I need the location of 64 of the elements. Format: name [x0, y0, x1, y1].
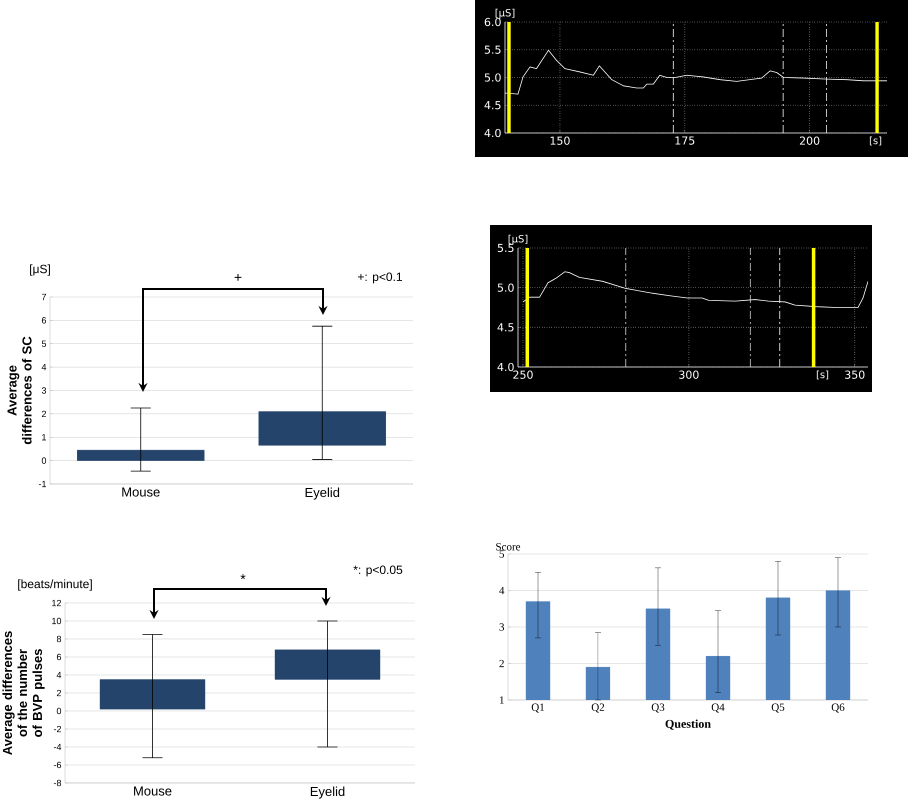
y-tick-label: -1 — [38, 480, 46, 488]
x-tick-label: 200 — [800, 136, 820, 145]
y-axis-title: Score — [496, 543, 520, 550]
x-tick-label: Eyelid — [306, 488, 340, 500]
x-tick-label: Q2 — [592, 704, 604, 713]
x-axis-title: [s] — [870, 136, 882, 146]
y-tick-label: 1 — [42, 434, 46, 440]
y-tick-label: 5.0 — [498, 284, 514, 292]
text: [beats/minute] — [18, 579, 92, 591]
y-tick-label: 8 — [56, 636, 62, 642]
y-tick-label: 12 — [52, 600, 62, 606]
y-tick-label: 1 — [500, 696, 504, 704]
y-tick-label: 6 — [56, 654, 62, 660]
y-tick-label: 5.5 — [484, 46, 501, 54]
text: *: p<0.05 — [353, 566, 402, 576]
x-tick-label: Q4 — [712, 704, 725, 713]
y-tick-label: 2 — [56, 690, 62, 696]
x-tick-label: Eyelid — [310, 786, 344, 799]
y-tick-label: 6 — [42, 317, 46, 324]
y-tick-label: 4.5 — [484, 101, 501, 110]
text: + — [234, 274, 242, 281]
x-tick-label: 175 — [675, 136, 694, 145]
y-tick-label: -4 — [54, 744, 62, 750]
y-tick-label: 10 — [52, 618, 62, 624]
x-axis-title: [s] — [816, 370, 828, 380]
y-tick-label: 0 — [42, 457, 46, 464]
y-tick-label: 5 — [42, 340, 46, 347]
x-tick-label: Q1 — [532, 704, 544, 713]
y-tick-label: 4 — [56, 672, 62, 678]
x-tick-label: 150 — [550, 136, 570, 145]
y-tick-label: 5.0 — [484, 73, 501, 82]
y-tick-label: 7 — [42, 294, 46, 300]
y-tick-label: -2 — [54, 726, 62, 732]
y-tick-label: 4.5 — [498, 323, 514, 332]
y-tick-label: 4 — [42, 364, 46, 370]
y-tick-label: 3 — [42, 387, 46, 394]
y-axis-title: [μS] — [496, 8, 514, 18]
y-tick-label: 6.0 — [484, 18, 501, 26]
y-tick-label: -8 — [54, 780, 62, 786]
text: * — [240, 574, 246, 580]
y-tick-label: 3 — [500, 623, 504, 631]
y-axis-title: Average differences of the number of BVP pulses — [2, 631, 45, 755]
x-tick-label: Mouse — [122, 488, 160, 497]
y-tick-label: 4 — [499, 586, 504, 594]
y-tick-label: 4.0 — [498, 362, 514, 372]
y-axis-title: [μS] — [508, 234, 528, 244]
text: [μS] — [30, 264, 50, 276]
y-axis-title: Average differences of SC — [8, 336, 32, 444]
y-tick-label: 2 — [42, 410, 46, 418]
text: +: p<0.1 — [358, 272, 402, 284]
x-tick-label: 350 — [845, 370, 864, 379]
x-tick-label: Q3 — [652, 704, 664, 713]
x-tick-label: Mouse — [134, 786, 172, 796]
x-tick-label: 300 — [679, 370, 699, 379]
y-tick-label: 0 — [56, 708, 62, 714]
x-tick-label: 250 — [513, 370, 533, 379]
y-tick-label: 5.5 — [498, 244, 514, 252]
y-tick-label: 4.0 — [484, 128, 501, 138]
x-tick-label: Q5 — [772, 704, 784, 713]
y-tick-label: -6 — [54, 762, 62, 768]
x-tick-label: Q6 — [832, 704, 844, 713]
y-tick-label: 2 — [499, 660, 504, 668]
y-tick-label: 5 — [500, 550, 504, 558]
x-axis-title: Question — [666, 719, 711, 730]
